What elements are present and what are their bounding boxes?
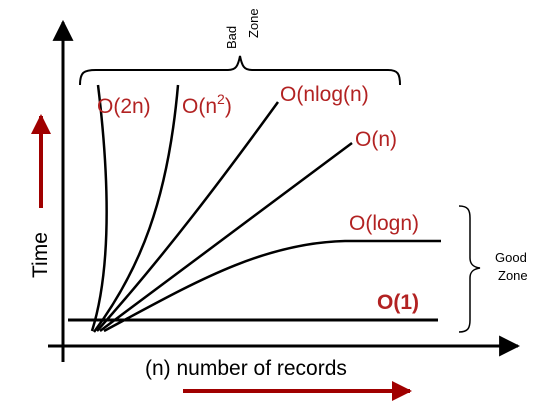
y-axis-label: Time [29,232,52,278]
curve-o-nlogn [96,101,280,332]
curve-o-logn [103,239,441,333]
label-o-n2-exp: 2 [217,91,225,107]
label-o-2n: O(2n) [97,95,151,118]
label-o-logn: O(logn) [349,212,419,235]
good-zone-brace [458,205,481,333]
label-o-1: O(1) [377,291,419,314]
curve-o-2n [90,84,108,332]
label-o-n2: O(n2) [182,91,232,118]
x-axis-label: (n) number of records [145,357,347,380]
label-o-n2-close: ) [225,95,232,118]
good-zone-label-line2: Zone [498,268,528,283]
bad-zone-label-line1: Bad [224,26,239,49]
bad-zone-brace [79,55,401,86]
label-o-n2-base: O(n [182,95,217,118]
label-o-n: O(n) [355,128,397,151]
bad-zone-label-line2: Zone [246,8,261,38]
label-o-nlogn: O(nlog(n) [280,83,369,106]
curve-o-n2 [92,84,180,333]
curve-o-n [99,141,353,333]
good-zone-label-line1: Good [495,250,527,265]
